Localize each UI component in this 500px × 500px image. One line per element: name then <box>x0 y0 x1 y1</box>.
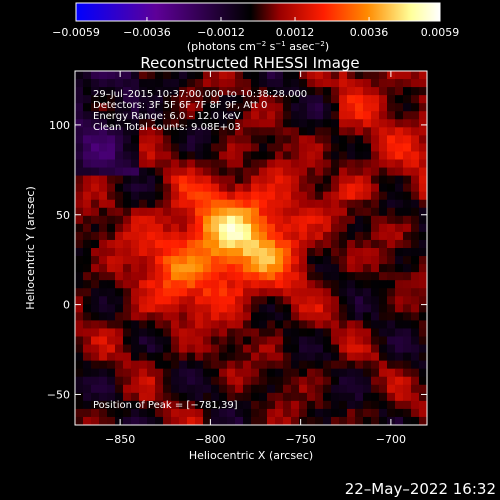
chart-title: Reconstructed RHESSI Image <box>140 54 359 72</box>
y-axis-ticks: −50 0 50 100 <box>47 119 427 401</box>
x-tick-label: −850 <box>105 433 135 446</box>
y-tick-label: 50 <box>56 209 70 222</box>
colorbar-tick-label: −0.0036 <box>123 26 171 39</box>
x-axis-ticks: −850 −800 −750 −700 <box>105 71 406 446</box>
colorbar-tick-label: 0.0012 <box>276 26 315 39</box>
colorbar-unit: (photons cm−2 s−1 asec−2) <box>187 40 329 53</box>
annotation-peak-position: Position of Peak = [−781,39] <box>93 400 238 411</box>
annotation-detectors: Detectors: 3F 5F 6F 7F 8F 9F, Att 0 <box>93 100 267 111</box>
x-tick-label: −700 <box>376 433 406 446</box>
footer-timestamp: 22–May–2022 16:32 <box>345 480 496 498</box>
plot-frame <box>74 70 428 426</box>
y-tick-label: −50 <box>47 388 70 401</box>
colorbar-tick-label: −0.0059 <box>52 26 100 39</box>
y-tick-label: 0 <box>63 299 70 312</box>
colorbar: −0.0059 −0.0036 −0.0012 0.0012 0.0036 0.0059 … <box>52 2 459 53</box>
annotation-energy-range: Energy Range: 6.0 – 12.0 keV <box>93 111 241 122</box>
x-tick-label: −750 <box>286 433 316 446</box>
x-axis-label: Heliocentric X (arcsec) <box>189 449 313 462</box>
y-axis-label: Heliocentric Y (arcsec) <box>24 186 37 310</box>
heatmap-image <box>75 71 427 425</box>
colorbar-ticks: −0.0059 −0.0036 −0.0012 0.0012 0.0036 0.0059 <box>52 17 459 39</box>
colorbar-gradient <box>75 2 441 22</box>
colorbar-tick-label: −0.0012 <box>197 26 245 39</box>
annotations: 29–Jul–2015 10:37:00.000 to 10:38:28.000… <box>93 89 307 411</box>
x-tick-label: −800 <box>195 433 225 446</box>
annotation-time-range: 29–Jul–2015 10:37:00.000 to 10:38:28.000 <box>93 89 307 100</box>
y-tick-label: 100 <box>49 119 70 132</box>
colorbar-tick-label: 0.0059 <box>421 26 460 39</box>
colorbar-tick-label: 0.0036 <box>350 26 389 39</box>
annotation-clean-counts: Clean Total counts: 9.08E+03 <box>93 122 241 133</box>
